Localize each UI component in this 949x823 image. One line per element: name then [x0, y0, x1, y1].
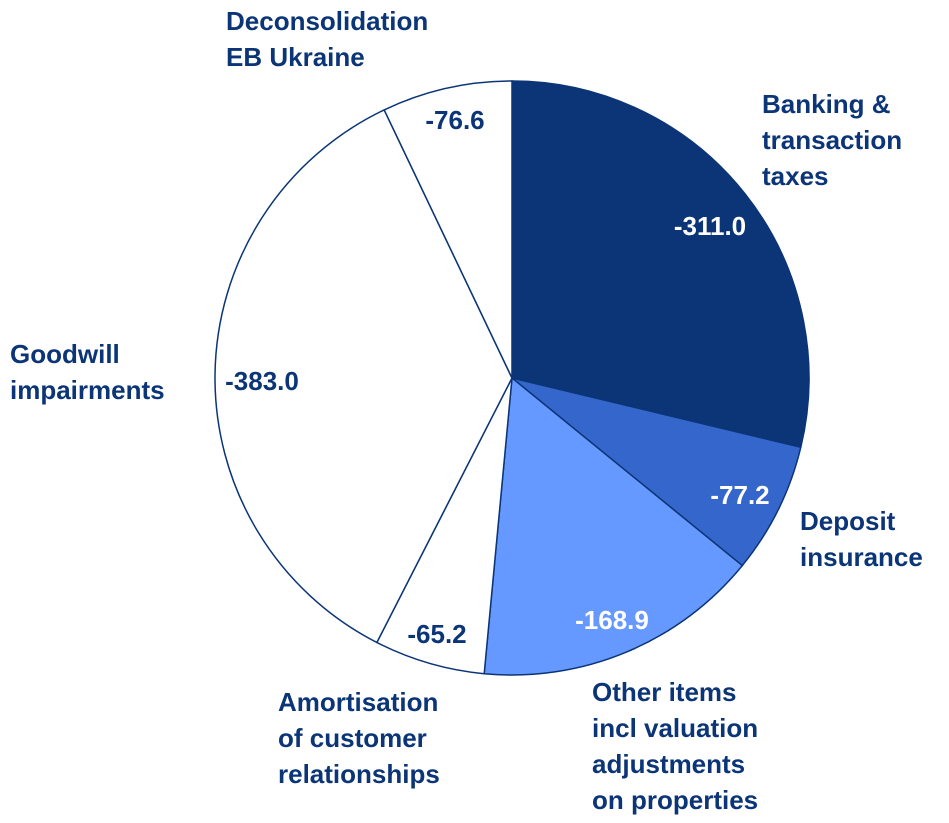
- value-label: -77.2: [710, 480, 769, 510]
- category-label: Deposit insurance: [800, 506, 923, 572]
- category-label: Banking & transaction taxes: [762, 89, 903, 191]
- pie-slice: [511, 377, 802, 567]
- value-label: -383.0: [225, 366, 299, 396]
- category-label: Amortisation of customer relationships: [278, 687, 440, 789]
- category-label: Other items incl valuation adjustments o…: [592, 677, 759, 815]
- pie-slice: [511, 80, 810, 449]
- pie-slice: [383, 80, 513, 379]
- pie-slice: [214, 108, 513, 644]
- category-label: Goodwill impairments: [10, 339, 165, 405]
- value-label: -311.0: [674, 211, 746, 241]
- value-label: -76.6: [425, 105, 484, 135]
- value-label: -65.2: [407, 619, 466, 649]
- value-label: -168.9: [575, 605, 649, 635]
- pie-slice: [483, 376, 744, 676]
- category-label: Deconsolidation EB Ukraine: [226, 6, 429, 72]
